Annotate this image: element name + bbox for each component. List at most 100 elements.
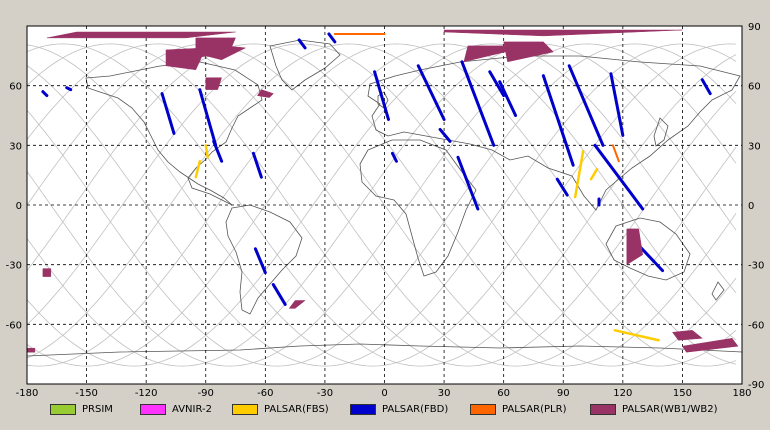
fbd-swath xyxy=(390,151,398,163)
lat-tick-label-left: 0 xyxy=(16,201,22,212)
fbd-swath xyxy=(498,80,518,117)
fbd-swath xyxy=(438,127,452,143)
fbd-swath xyxy=(65,86,73,92)
greenland-outline xyxy=(269,39,341,91)
wb-swath xyxy=(626,228,643,266)
lon-tick-label: -30 xyxy=(317,388,333,399)
lon-tick-label: 150 xyxy=(673,388,692,399)
orbit-track xyxy=(26,43,737,367)
lon-tick-label: -180 xyxy=(16,388,39,399)
legend-label: PRSIM xyxy=(82,404,113,415)
japan-outline xyxy=(653,117,669,147)
lat-tick-label-right: 90 xyxy=(748,22,761,33)
coverage-map: -180 -150 -120 -90 -60 -30 0 30 60 90 120 150 180 90 6… xyxy=(6,22,765,399)
legend-label: PALSAR(FBS) xyxy=(264,404,329,415)
wb-swath xyxy=(443,29,683,37)
acquisition-swaths xyxy=(26,29,739,353)
fbd-swath xyxy=(593,143,645,211)
orbit-track xyxy=(26,43,737,367)
wb-swath xyxy=(26,347,36,353)
lon-tick-label: -60 xyxy=(257,388,273,399)
legend-swatch xyxy=(470,404,496,415)
fbd-swath xyxy=(567,64,605,147)
fbd-swath xyxy=(416,64,446,121)
fbd-swath xyxy=(160,92,176,135)
fbd-swath xyxy=(460,60,496,147)
map-frame xyxy=(26,25,743,385)
new-zealand-outline xyxy=(711,281,725,301)
lat-tick-label-left: -30 xyxy=(6,261,22,272)
south-america-outline xyxy=(225,204,303,315)
wb-swath xyxy=(165,47,207,71)
fbd-swath xyxy=(700,78,712,96)
fbd-swath xyxy=(253,247,267,275)
fbd-swath xyxy=(488,70,506,98)
lon-tick-label: 90 xyxy=(557,388,570,399)
fbs-swath xyxy=(573,150,585,199)
orbit-track xyxy=(26,43,737,367)
legend-label: PALSAR(WB1/WB2) xyxy=(622,404,718,415)
legend-item: PALSAR(FBD) xyxy=(350,404,448,415)
orbit-track xyxy=(26,43,737,367)
wb-swath xyxy=(205,45,247,61)
wb-swath xyxy=(205,77,222,90)
fbd-swath xyxy=(212,139,224,163)
graticule xyxy=(27,26,742,384)
fbd-swath xyxy=(198,88,218,147)
fbs-swath xyxy=(204,144,209,159)
legend-item: AVNIR-2 xyxy=(140,404,212,415)
plr-swath xyxy=(611,144,620,163)
legend-swatch xyxy=(350,404,376,415)
eurasia-outline xyxy=(367,55,741,211)
lon-tick-label: 30 xyxy=(438,388,451,399)
lon-tick-label: -90 xyxy=(198,388,214,399)
fbd-swath xyxy=(41,90,49,98)
legend-label: PALSAR(FBD) xyxy=(382,404,449,415)
legend-swatch xyxy=(140,404,166,415)
wb-swath xyxy=(42,268,52,277)
british-isles-outline xyxy=(377,91,389,109)
lat-tick-label-right: -30 xyxy=(748,261,764,272)
wb-swath xyxy=(681,338,739,353)
fbs-swath xyxy=(194,159,202,179)
fbs-swath xyxy=(613,329,660,342)
orbit-track xyxy=(26,43,737,367)
wb-swath xyxy=(46,31,236,39)
lat-tick-label-left: -60 xyxy=(6,320,22,331)
legend-item: PALSAR(PLR) xyxy=(470,404,566,415)
antarctica-outline xyxy=(26,343,743,357)
lat-tick-label-left: 30 xyxy=(9,141,22,152)
lon-tick-label: -150 xyxy=(75,388,98,399)
orbit-track xyxy=(26,43,737,367)
axis-tick-labels: -180 -150 -120 -90 -60 -30 0 30 60 90 120 150 180 90 6… xyxy=(6,22,765,399)
lat-tick-label-right: -90 xyxy=(748,380,764,391)
africa-outline xyxy=(359,139,477,277)
australia-outline xyxy=(605,217,691,281)
wb-swath xyxy=(503,41,554,63)
fbd-swath xyxy=(541,74,575,167)
fbd-swath xyxy=(327,32,337,44)
lon-tick-label: -120 xyxy=(135,388,158,399)
lon-tick-label: 0 xyxy=(381,388,387,399)
orbit-track xyxy=(26,43,737,367)
lon-tick-label: 180 xyxy=(732,388,751,399)
legend-label: PALSAR(PLR) xyxy=(502,404,567,415)
north-america-outline xyxy=(85,61,263,206)
legend: PRSIM AVNIR-2 PALSAR(FBS) PALSAR(FBD) PALSAR… xyxy=(0,401,770,421)
legend-label: AVNIR-2 xyxy=(172,404,212,415)
wb-swath xyxy=(256,89,274,98)
fbd-swath xyxy=(609,72,625,137)
legend-swatch xyxy=(590,404,616,415)
lat-tick-label-right: -60 xyxy=(748,320,764,331)
fbd-swath xyxy=(555,177,569,197)
fbd-swath xyxy=(456,155,480,211)
orbit-track xyxy=(26,43,737,367)
fbd-swath xyxy=(251,151,263,179)
legend-item: PALSAR(WB1/WB2) xyxy=(590,404,718,415)
fbd-swath xyxy=(271,283,287,306)
legend-swatch xyxy=(232,404,258,415)
wb-swath xyxy=(672,330,703,341)
fbs-swath xyxy=(589,167,599,181)
fbd-swath xyxy=(373,70,390,121)
lon-tick-label: 60 xyxy=(497,388,510,399)
